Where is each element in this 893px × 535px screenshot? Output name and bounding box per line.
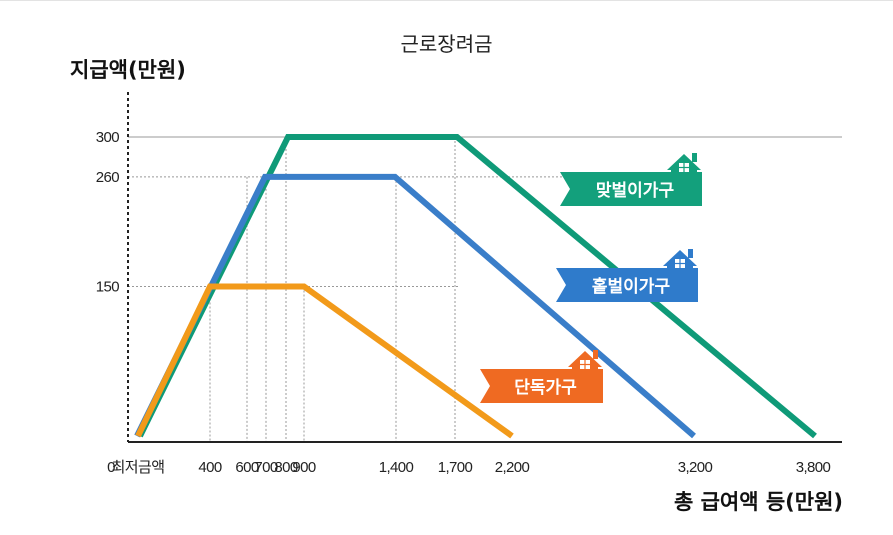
x-tick-label: 최저금액: [112, 459, 165, 476]
series-line-1: [134, 173, 696, 439]
legend-label: 맞벌이가구: [596, 181, 675, 201]
x-tick-label: 400: [198, 459, 221, 476]
chart-title: 근로장려금: [400, 32, 493, 56]
legend-badge-1: 홑벌이가구: [556, 249, 698, 302]
x-tick-label: 1,400: [379, 459, 414, 476]
badge-background: [480, 369, 603, 403]
badge-background: [556, 268, 698, 302]
x-tick-label: 3,800: [796, 459, 831, 476]
x-tick-label: 0: [107, 459, 115, 476]
y-axis-label: 지급액(만원): [70, 58, 186, 82]
house-icon: [663, 249, 697, 272]
x-tick-label: 1,700: [438, 459, 473, 476]
x-tick-label: 2,200: [495, 459, 530, 476]
top-border: [0, 0, 893, 1]
x-tick-label: 600: [235, 459, 258, 476]
legend-label: 단독가구: [514, 378, 577, 398]
y-tick-label: 300: [96, 129, 119, 146]
house-icon: [667, 153, 701, 176]
legend-badge-2: 단독가구: [480, 350, 603, 403]
series-line-2: [135, 283, 514, 439]
y-tick-label: 260: [96, 169, 119, 186]
x-tick-label: 900: [292, 459, 315, 476]
legend-badge-0: 맞벌이가구: [560, 153, 702, 206]
x-tick-label: 800: [274, 459, 297, 476]
legend-label: 홑벌이가구: [592, 276, 671, 297]
house-icon: [568, 350, 602, 373]
x-axis-label: 총 급여액 등(만원): [673, 490, 843, 514]
x-tick-label: 700: [254, 459, 277, 476]
badge-background: [560, 172, 702, 206]
x-tick-label: 3,200: [678, 459, 713, 476]
y-tick-label: 150: [96, 279, 119, 296]
